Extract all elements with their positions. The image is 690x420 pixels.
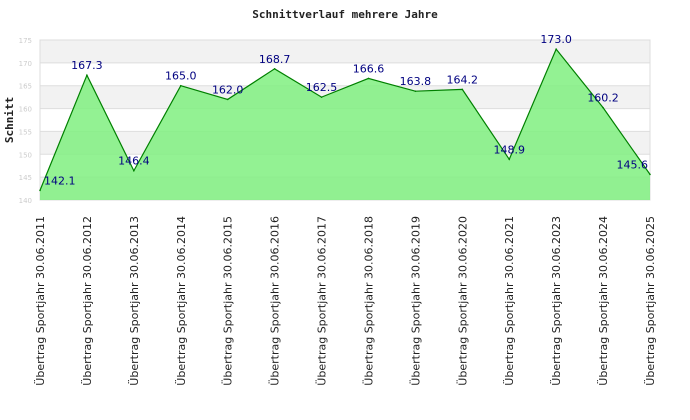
data-point (179, 84, 182, 87)
x-tick-label: Übertrag Sportjahr 30.06.2023 (550, 216, 563, 386)
y-tick-label: 165 (19, 83, 32, 91)
data-label: 167.3 (71, 59, 103, 72)
data-label: 165.0 (165, 70, 197, 83)
data-label: 163.8 (400, 75, 432, 88)
data-point (133, 169, 135, 172)
x-tick-label: Übertrag Sportjahr 30.06.2024 (597, 216, 610, 386)
y-tick-label: 140 (19, 197, 32, 205)
data-point (39, 189, 41, 192)
data-point (649, 173, 651, 176)
data-point (367, 77, 370, 80)
data-point (508, 158, 511, 161)
data-point (461, 88, 464, 91)
data-label: 162.5 (306, 81, 338, 94)
data-point (273, 68, 276, 70)
y-tick-label: 170 (19, 60, 32, 68)
x-tick-label: Übertrag Sportjahr 30.06.2012 (81, 216, 94, 386)
y-tick-label: 155 (19, 128, 32, 136)
x-tick-label: Übertrag Sportjahr 30.06.2018 (362, 216, 375, 386)
x-tick-label: Übertrag Sportjahr 30.06.2020 (456, 216, 469, 386)
data-label: 162.0 (212, 83, 244, 96)
y-tick-label: 160 (19, 106, 32, 114)
data-label: 164.2 (447, 73, 479, 86)
x-tick-label: Übertrag Sportjahr 30.06.2015 (222, 216, 235, 386)
y-tick-label: 150 (19, 151, 32, 159)
data-point (86, 74, 88, 76)
area-fill (40, 49, 650, 201)
x-tick-label: Übertrag Sportjahr 30.06.2014 (175, 216, 188, 386)
y-tick-label: 175 (19, 37, 32, 45)
data-label: 166.6 (353, 62, 385, 75)
series-line (39, 47, 651, 191)
data-point (414, 90, 417, 92)
data-label: 142.1 (44, 174, 76, 187)
x-tick-label: Übertrag Sportjahr 30.06.2011 (34, 216, 47, 386)
x-tick-label: Übertrag Sportjahr 30.06.2019 (409, 216, 422, 386)
y-axis-label: Schnitt (3, 97, 16, 143)
grid-band (40, 40, 650, 63)
x-tick-label: Übertrag Sportjahr 30.06.2013 (128, 216, 141, 386)
data-label: 145.6 (617, 158, 649, 171)
y-tick-label: 145 (19, 174, 32, 182)
x-tick-label: Übertrag Sportjahr 30.06.2017 (316, 216, 329, 386)
data-label: 168.7 (259, 53, 291, 66)
x-tick-label: Übertrag Sportjahr 30.06.2016 (269, 216, 282, 386)
data-point (226, 98, 229, 101)
data-label: 173.0 (540, 33, 572, 46)
x-tick-label: Übertrag Sportjahr 30.06.2025 (644, 216, 657, 386)
data-label: 148.9 (493, 143, 525, 156)
data-point (320, 96, 323, 98)
chart-title: Schnittverlauf mehrere Jahre (252, 8, 438, 21)
data-point (602, 106, 604, 109)
data-label: 146.4 (118, 155, 150, 168)
data-point (555, 48, 557, 50)
data-label: 160.2 (587, 92, 619, 105)
x-tick-label: Übertrag Sportjahr 30.06.2021 (503, 216, 516, 386)
